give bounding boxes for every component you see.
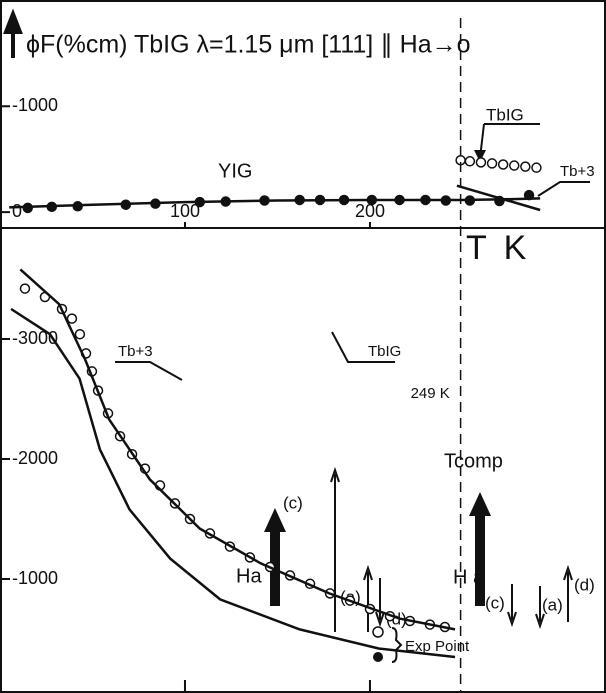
curve	[10, 307, 456, 659]
curve	[9, 197, 541, 209]
x-tick-label: 100	[170, 201, 200, 221]
title-arrow	[3, 8, 23, 58]
data-point	[531, 162, 542, 173]
data-point	[464, 156, 476, 167]
spin-arrow	[507, 584, 517, 628]
annotation: (d)	[574, 575, 595, 594]
spin-arrow	[363, 564, 373, 632]
data-point	[19, 283, 31, 294]
annotation: (a)	[542, 595, 563, 614]
annotation: (c)	[283, 493, 303, 512]
annotation: TbIG	[368, 343, 401, 360]
data-point	[486, 158, 498, 169]
y-tick-label: -1000	[12, 568, 58, 588]
data-point	[74, 328, 86, 340]
annotation: Tb+3	[560, 163, 595, 180]
legend-label: Exp Point	[405, 638, 470, 655]
curve	[456, 184, 541, 212]
legend-filled-marker	[373, 652, 383, 662]
data-point	[508, 160, 520, 171]
annotation: TbIG	[486, 105, 524, 124]
spin-arrow	[563, 564, 573, 622]
data-point	[475, 157, 487, 168]
annotation: YIG	[218, 160, 252, 182]
y-tick-label: 0	[12, 201, 22, 221]
x-tick-label: 200	[355, 201, 385, 221]
leader	[331, 331, 395, 363]
annotation: Tcomp	[444, 450, 503, 472]
legend-open-marker	[372, 626, 384, 638]
legend-brace	[391, 627, 403, 663]
spin-arrow	[535, 586, 545, 630]
annotation: (c)	[485, 593, 505, 612]
spin-arrow	[330, 466, 340, 632]
spin-arrow	[375, 578, 385, 628]
leader	[115, 361, 183, 381]
chart-title: ϕF(%cm) TbIG λ=1.15 μm [111] ∥ Ha→o	[26, 31, 471, 59]
annotation: Tb+3	[118, 343, 153, 360]
arrow-head	[469, 492, 491, 516]
curve	[19, 268, 456, 631]
annotation: T K	[466, 229, 530, 267]
data-point	[520, 161, 531, 172]
annotation: Ha	[236, 565, 262, 587]
y-tick-label: -2000	[12, 448, 58, 468]
data-point	[497, 159, 509, 170]
arrow-head	[264, 508, 286, 532]
arrow-head	[474, 150, 486, 162]
data-point	[66, 313, 78, 324]
y-tick-label: -1000	[12, 95, 58, 115]
tcomp-label: 249 K	[411, 385, 450, 402]
leader	[537, 181, 590, 197]
